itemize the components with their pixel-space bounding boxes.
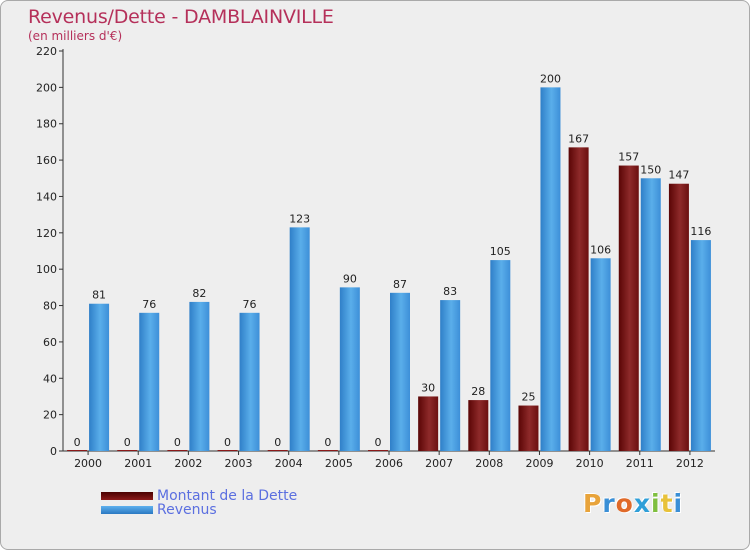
- y-tick-label: 80: [43, 300, 57, 313]
- y-tick-label: 160: [36, 154, 57, 167]
- x-tick-label: 2006: [375, 457, 403, 470]
- bar-dette: [67, 450, 88, 451]
- bar-dette: [518, 405, 539, 451]
- proxiti-logo: Proxiti: [583, 489, 684, 518]
- data-label-revenus: 82: [192, 287, 206, 300]
- bar-dette: [317, 450, 338, 451]
- bar-dette: [368, 450, 388, 451]
- data-label-revenus: 200: [540, 72, 561, 85]
- y-tick-label: 120: [36, 227, 57, 240]
- data-label-dette: 0: [324, 436, 331, 449]
- bar-dette: [167, 450, 188, 451]
- data-label-dette: 0: [74, 436, 81, 449]
- x-tick-label: 2001: [124, 457, 152, 470]
- chart-title: Revenus/Dette - DAMBLAINVILLE: [28, 6, 334, 28]
- x-tick-label: 2010: [576, 457, 604, 470]
- bar-revenus: [390, 292, 410, 451]
- x-tick-label: 2005: [325, 457, 353, 470]
- data-label-revenus: 87: [393, 278, 407, 291]
- bar-revenus: [189, 301, 210, 451]
- x-tick-label: 2000: [74, 457, 102, 470]
- x-tick-label: 2003: [225, 457, 253, 470]
- legend-swatch-revenus: [101, 506, 153, 514]
- data-label-dette: 157: [618, 151, 639, 164]
- x-tick-label: 2008: [475, 457, 503, 470]
- data-label-dette: 0: [224, 436, 231, 449]
- bar-revenus: [239, 312, 260, 451]
- x-tick-label: 2004: [275, 457, 303, 470]
- data-label-dette: 0: [174, 436, 181, 449]
- legend-item-dette: Montant de la Dette: [101, 488, 298, 504]
- x-tick-label: 2012: [676, 457, 704, 470]
- y-tick-label: 220: [36, 45, 57, 58]
- data-label-revenus: 83: [443, 285, 457, 298]
- legend-label-revenus: Revenus: [157, 502, 217, 518]
- bar-revenus: [440, 300, 461, 451]
- data-label-dette: 25: [521, 391, 535, 404]
- bar-revenus: [139, 312, 160, 451]
- data-label-revenus: 116: [690, 225, 711, 238]
- data-label-dette: 147: [668, 169, 689, 182]
- chart-subtitle: (en milliers d'€): [28, 29, 123, 43]
- bar-revenus: [590, 258, 611, 451]
- y-tick-label: 100: [36, 263, 57, 276]
- x-tick-label: 2009: [525, 457, 553, 470]
- bar-revenus: [490, 260, 511, 451]
- data-label-revenus: 123: [289, 212, 310, 225]
- bar-dette: [267, 450, 288, 451]
- data-label-dette: 0: [124, 436, 131, 449]
- data-label-revenus: 76: [243, 298, 257, 311]
- legend-label-dette: Montant de la Dette: [157, 488, 298, 504]
- legend-item-revenus: Revenus: [101, 502, 217, 518]
- bar-revenus: [339, 287, 360, 451]
- bar-revenus: [540, 87, 561, 451]
- bar-revenus: [289, 227, 310, 451]
- data-label-revenus: 90: [343, 272, 357, 285]
- y-tick-label: 60: [43, 336, 57, 349]
- data-label-dette: 30: [421, 381, 435, 394]
- data-label-revenus: 105: [490, 245, 511, 258]
- bar-revenus: [640, 178, 661, 452]
- bar-dette: [468, 400, 489, 451]
- data-label-dette: 167: [568, 132, 589, 145]
- bar-dette: [618, 165, 639, 451]
- x-tick-label: 2007: [425, 457, 453, 470]
- bar-dette: [568, 147, 589, 451]
- data-label-revenus: 150: [640, 163, 661, 176]
- y-tick-label: 40: [43, 372, 57, 385]
- bar-dette: [418, 396, 439, 451]
- bar-revenus: [690, 240, 711, 451]
- bar-dette: [668, 183, 689, 451]
- data-label-revenus: 106: [590, 243, 611, 256]
- data-label-dette: 0: [274, 436, 281, 449]
- data-label-revenus: 81: [92, 289, 106, 302]
- data-label-dette: 0: [375, 436, 382, 449]
- bar-dette: [217, 450, 238, 451]
- x-tick-label: 2002: [174, 457, 202, 470]
- bar-dette: [117, 450, 138, 451]
- bar-revenus: [89, 303, 110, 451]
- data-label-dette: 28: [471, 385, 485, 398]
- y-tick-label: 140: [36, 190, 57, 203]
- y-tick-label: 20: [43, 409, 57, 422]
- y-tick-label: 200: [36, 81, 57, 94]
- y-tick-label: 0: [50, 445, 57, 458]
- x-tick-label: 2011: [626, 457, 654, 470]
- legend-swatch-dette: [101, 492, 153, 500]
- data-label-revenus: 76: [142, 298, 156, 311]
- y-tick-label: 180: [36, 118, 57, 131]
